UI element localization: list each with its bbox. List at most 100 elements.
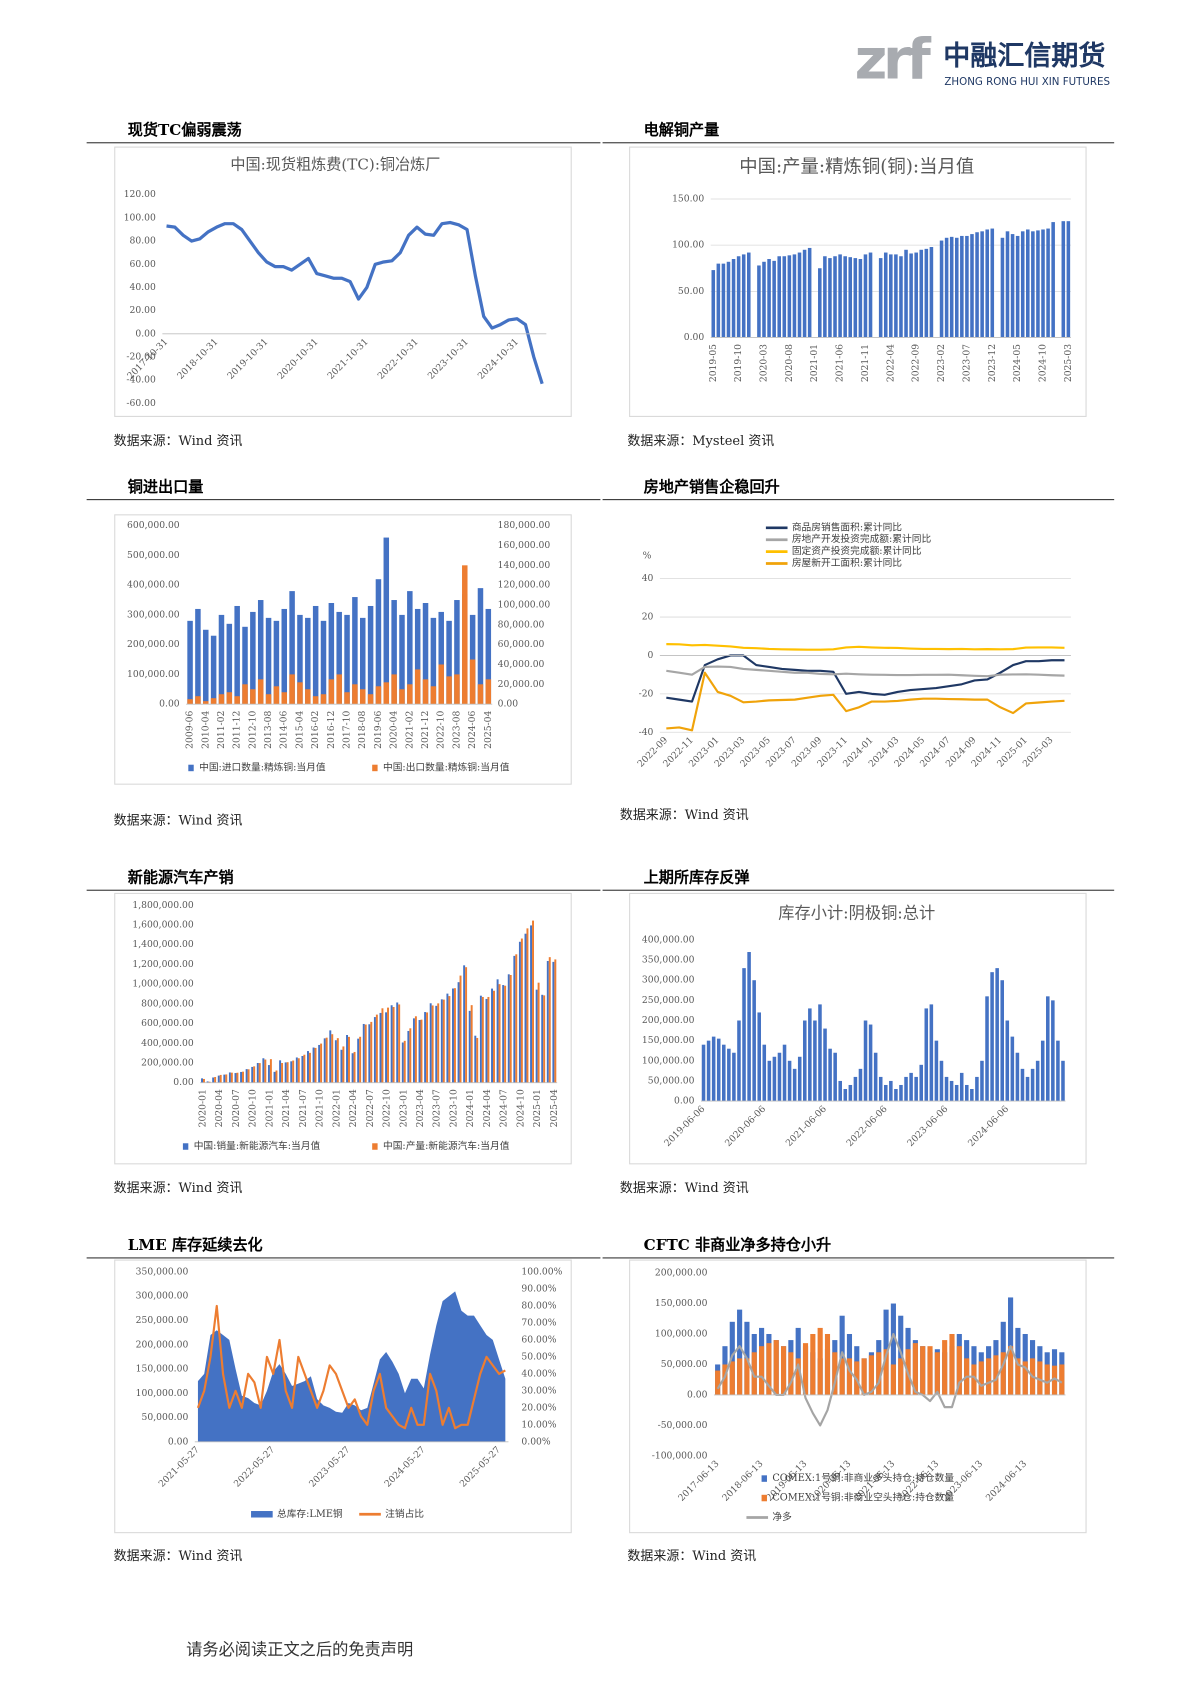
bar bbox=[320, 1043, 323, 1083]
x-tick-label: 2025-04 bbox=[483, 710, 494, 748]
bar bbox=[824, 1333, 831, 1395]
bar bbox=[203, 629, 209, 705]
bar bbox=[352, 684, 358, 705]
bar bbox=[399, 614, 405, 705]
x-tick-label: 2015-04 bbox=[294, 710, 305, 748]
bar bbox=[264, 1059, 267, 1083]
bar bbox=[757, 1012, 761, 1102]
bar bbox=[426, 1012, 429, 1083]
bar bbox=[470, 1005, 473, 1083]
bar bbox=[861, 1358, 867, 1395]
bar bbox=[195, 608, 201, 705]
bar bbox=[392, 1007, 395, 1083]
bar bbox=[250, 689, 256, 705]
x-tick-label: 2023-08 bbox=[451, 710, 462, 748]
bar bbox=[843, 256, 847, 338]
bar bbox=[289, 591, 295, 705]
bar bbox=[247, 1069, 250, 1083]
y-tick-label: 100.00 bbox=[672, 240, 704, 251]
bar bbox=[858, 1068, 863, 1102]
y-tick-label: 300,000.00 bbox=[127, 609, 180, 620]
line bbox=[666, 665, 1065, 678]
x-tick-label: 2022-01 bbox=[331, 1089, 342, 1127]
x-tick-label: 2022-06-06 bbox=[844, 1104, 889, 1149]
bar bbox=[706, 1040, 711, 1102]
bar bbox=[1051, 1365, 1058, 1395]
legend-label: 房地产开发投资完成额:累计同比 bbox=[792, 532, 932, 545]
bar bbox=[407, 591, 413, 705]
bar bbox=[344, 614, 350, 705]
bar bbox=[414, 1016, 417, 1083]
chart-title: 库存小计:阴极铜:总计 bbox=[778, 903, 935, 922]
bar bbox=[340, 1049, 343, 1083]
bar bbox=[868, 1355, 874, 1395]
bar bbox=[201, 1078, 203, 1083]
bar bbox=[828, 1048, 832, 1102]
y-tick-label: 200,000.00 bbox=[642, 1015, 695, 1026]
x-tick-label: 2023-04 bbox=[415, 1089, 426, 1127]
bar bbox=[914, 1076, 918, 1102]
bar bbox=[1020, 231, 1025, 338]
bar bbox=[391, 674, 397, 705]
x-tick-label: 2024-06-13 bbox=[984, 1458, 1029, 1503]
x-tick-label: 2020-07 bbox=[231, 1089, 242, 1127]
bar bbox=[889, 1080, 893, 1102]
bar bbox=[899, 256, 903, 338]
y-tick-label: 200,000.00 bbox=[655, 1268, 708, 1279]
y-tick-label: 0.00 bbox=[173, 1077, 194, 1088]
bar bbox=[914, 252, 918, 338]
legend-label: 总库存:LME铜 bbox=[277, 1507, 343, 1520]
bar bbox=[904, 1076, 908, 1102]
legend-swatch bbox=[251, 1511, 273, 1518]
y-tick-label: 150.00 bbox=[672, 194, 704, 205]
bar bbox=[485, 608, 492, 705]
bar bbox=[452, 988, 454, 1083]
bar bbox=[279, 1060, 282, 1083]
company-name: 中融汇信期货 bbox=[943, 40, 1105, 72]
legend-swatch bbox=[761, 1475, 767, 1482]
bar bbox=[210, 635, 217, 705]
bar bbox=[387, 1007, 389, 1083]
bar bbox=[1044, 1364, 1050, 1395]
y-tick-label: 40.00 bbox=[130, 282, 156, 293]
bar bbox=[273, 686, 280, 705]
y-tick-label: 50,000.00 bbox=[142, 1412, 189, 1423]
x-tick-label: 2023-06-06 bbox=[905, 1104, 950, 1149]
bar bbox=[457, 982, 460, 1083]
bar bbox=[737, 1358, 743, 1395]
bar bbox=[949, 1333, 955, 1395]
bar bbox=[226, 623, 233, 705]
y-tick-label: 40 bbox=[642, 573, 654, 584]
bar bbox=[290, 1061, 293, 1083]
source-note: 数据来源：Wind 资讯 bbox=[620, 808, 749, 823]
bar bbox=[297, 1058, 300, 1083]
bar bbox=[858, 259, 863, 338]
bar bbox=[792, 1068, 797, 1102]
bar bbox=[807, 247, 812, 338]
bar bbox=[403, 1040, 406, 1083]
x-tick-label: 2021-01 bbox=[809, 344, 820, 382]
x-tick-label: 2019-10-31 bbox=[225, 336, 270, 381]
bar bbox=[1000, 1352, 1006, 1395]
bar bbox=[894, 254, 898, 338]
bar bbox=[1000, 237, 1005, 338]
bar bbox=[223, 1074, 226, 1083]
x-tick-label: 2025-01 bbox=[532, 1089, 543, 1127]
x-tick-label: 2022-09 bbox=[911, 344, 922, 382]
bar bbox=[491, 988, 494, 1083]
bar bbox=[853, 1076, 858, 1102]
bar bbox=[381, 1008, 384, 1083]
bar bbox=[496, 979, 499, 1083]
bar bbox=[385, 1012, 388, 1083]
bar bbox=[226, 692, 233, 705]
bar bbox=[823, 1028, 827, 1102]
x-tick-label: 2021-10 bbox=[315, 1089, 326, 1127]
bar bbox=[214, 1076, 217, 1083]
x-tick-label: 2021-04 bbox=[281, 1089, 292, 1127]
bar bbox=[273, 1071, 276, 1083]
bar bbox=[757, 265, 761, 338]
bar bbox=[939, 1060, 944, 1102]
y-tick-label: 0.00 bbox=[684, 332, 705, 343]
bar bbox=[446, 676, 452, 705]
bar bbox=[476, 1037, 479, 1083]
